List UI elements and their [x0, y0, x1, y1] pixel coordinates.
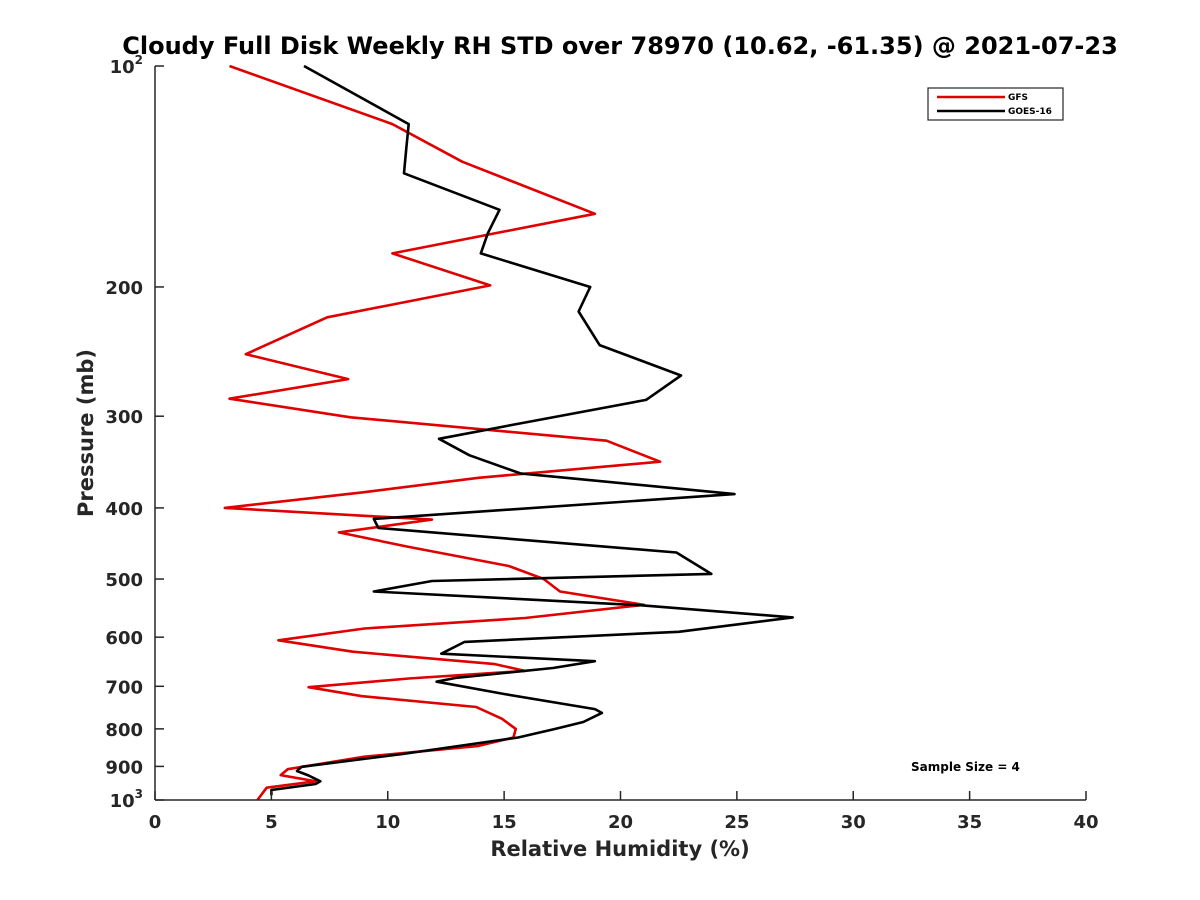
- chart-title: Cloudy Full Disk Weekly RH STD over 7897…: [122, 32, 1118, 60]
- series-line-gfs: [223, 64, 662, 801]
- x-tick-label: 10: [375, 812, 400, 833]
- y-axis-label: Pressure (mb): [74, 349, 98, 517]
- legend-label-gfs: GFS: [1008, 93, 1028, 103]
- x-tick-label: 40: [1073, 812, 1098, 833]
- series-line-goes16: [270, 64, 795, 796]
- x-tick-label: 35: [957, 812, 982, 833]
- sample-size-annotation: Sample Size = 4: [911, 760, 1020, 774]
- y-tick-label: 600: [105, 628, 143, 649]
- y-tick-label: 700: [105, 677, 143, 698]
- legend-label-goes16: GOES-16: [1008, 107, 1052, 117]
- y-tick-label: 103: [110, 787, 143, 812]
- x-tick-label: 15: [492, 812, 517, 833]
- y-tick-label: 500: [105, 570, 143, 591]
- x-axis-label: Relative Humidity (%): [490, 837, 749, 861]
- x-tick-label: 20: [608, 812, 633, 833]
- series-layer: [223, 64, 795, 801]
- plot-axes: [154, 66, 1086, 801]
- x-tick-label: 25: [724, 812, 749, 833]
- y-tick-label: 300: [105, 407, 143, 428]
- y-tick-label: 800: [105, 720, 143, 741]
- x-tick-label: 30: [841, 812, 866, 833]
- y-ticks: 102 200 300 400 500 600 700 800 900 103: [105, 53, 164, 812]
- x-ticks: 0 5 10 15 20 25 30 35 40: [149, 791, 1099, 833]
- x-tick-label: 0: [149, 812, 162, 833]
- legend: GFS GOES-16: [927, 87, 1064, 121]
- y-tick-label: 200: [105, 278, 143, 299]
- y-tick-label: 900: [105, 757, 143, 778]
- y-tick-label: 400: [105, 499, 143, 520]
- x-tick-label: 5: [265, 812, 278, 833]
- legend-box: [927, 87, 1064, 121]
- y-tick-label: 102: [110, 53, 143, 78]
